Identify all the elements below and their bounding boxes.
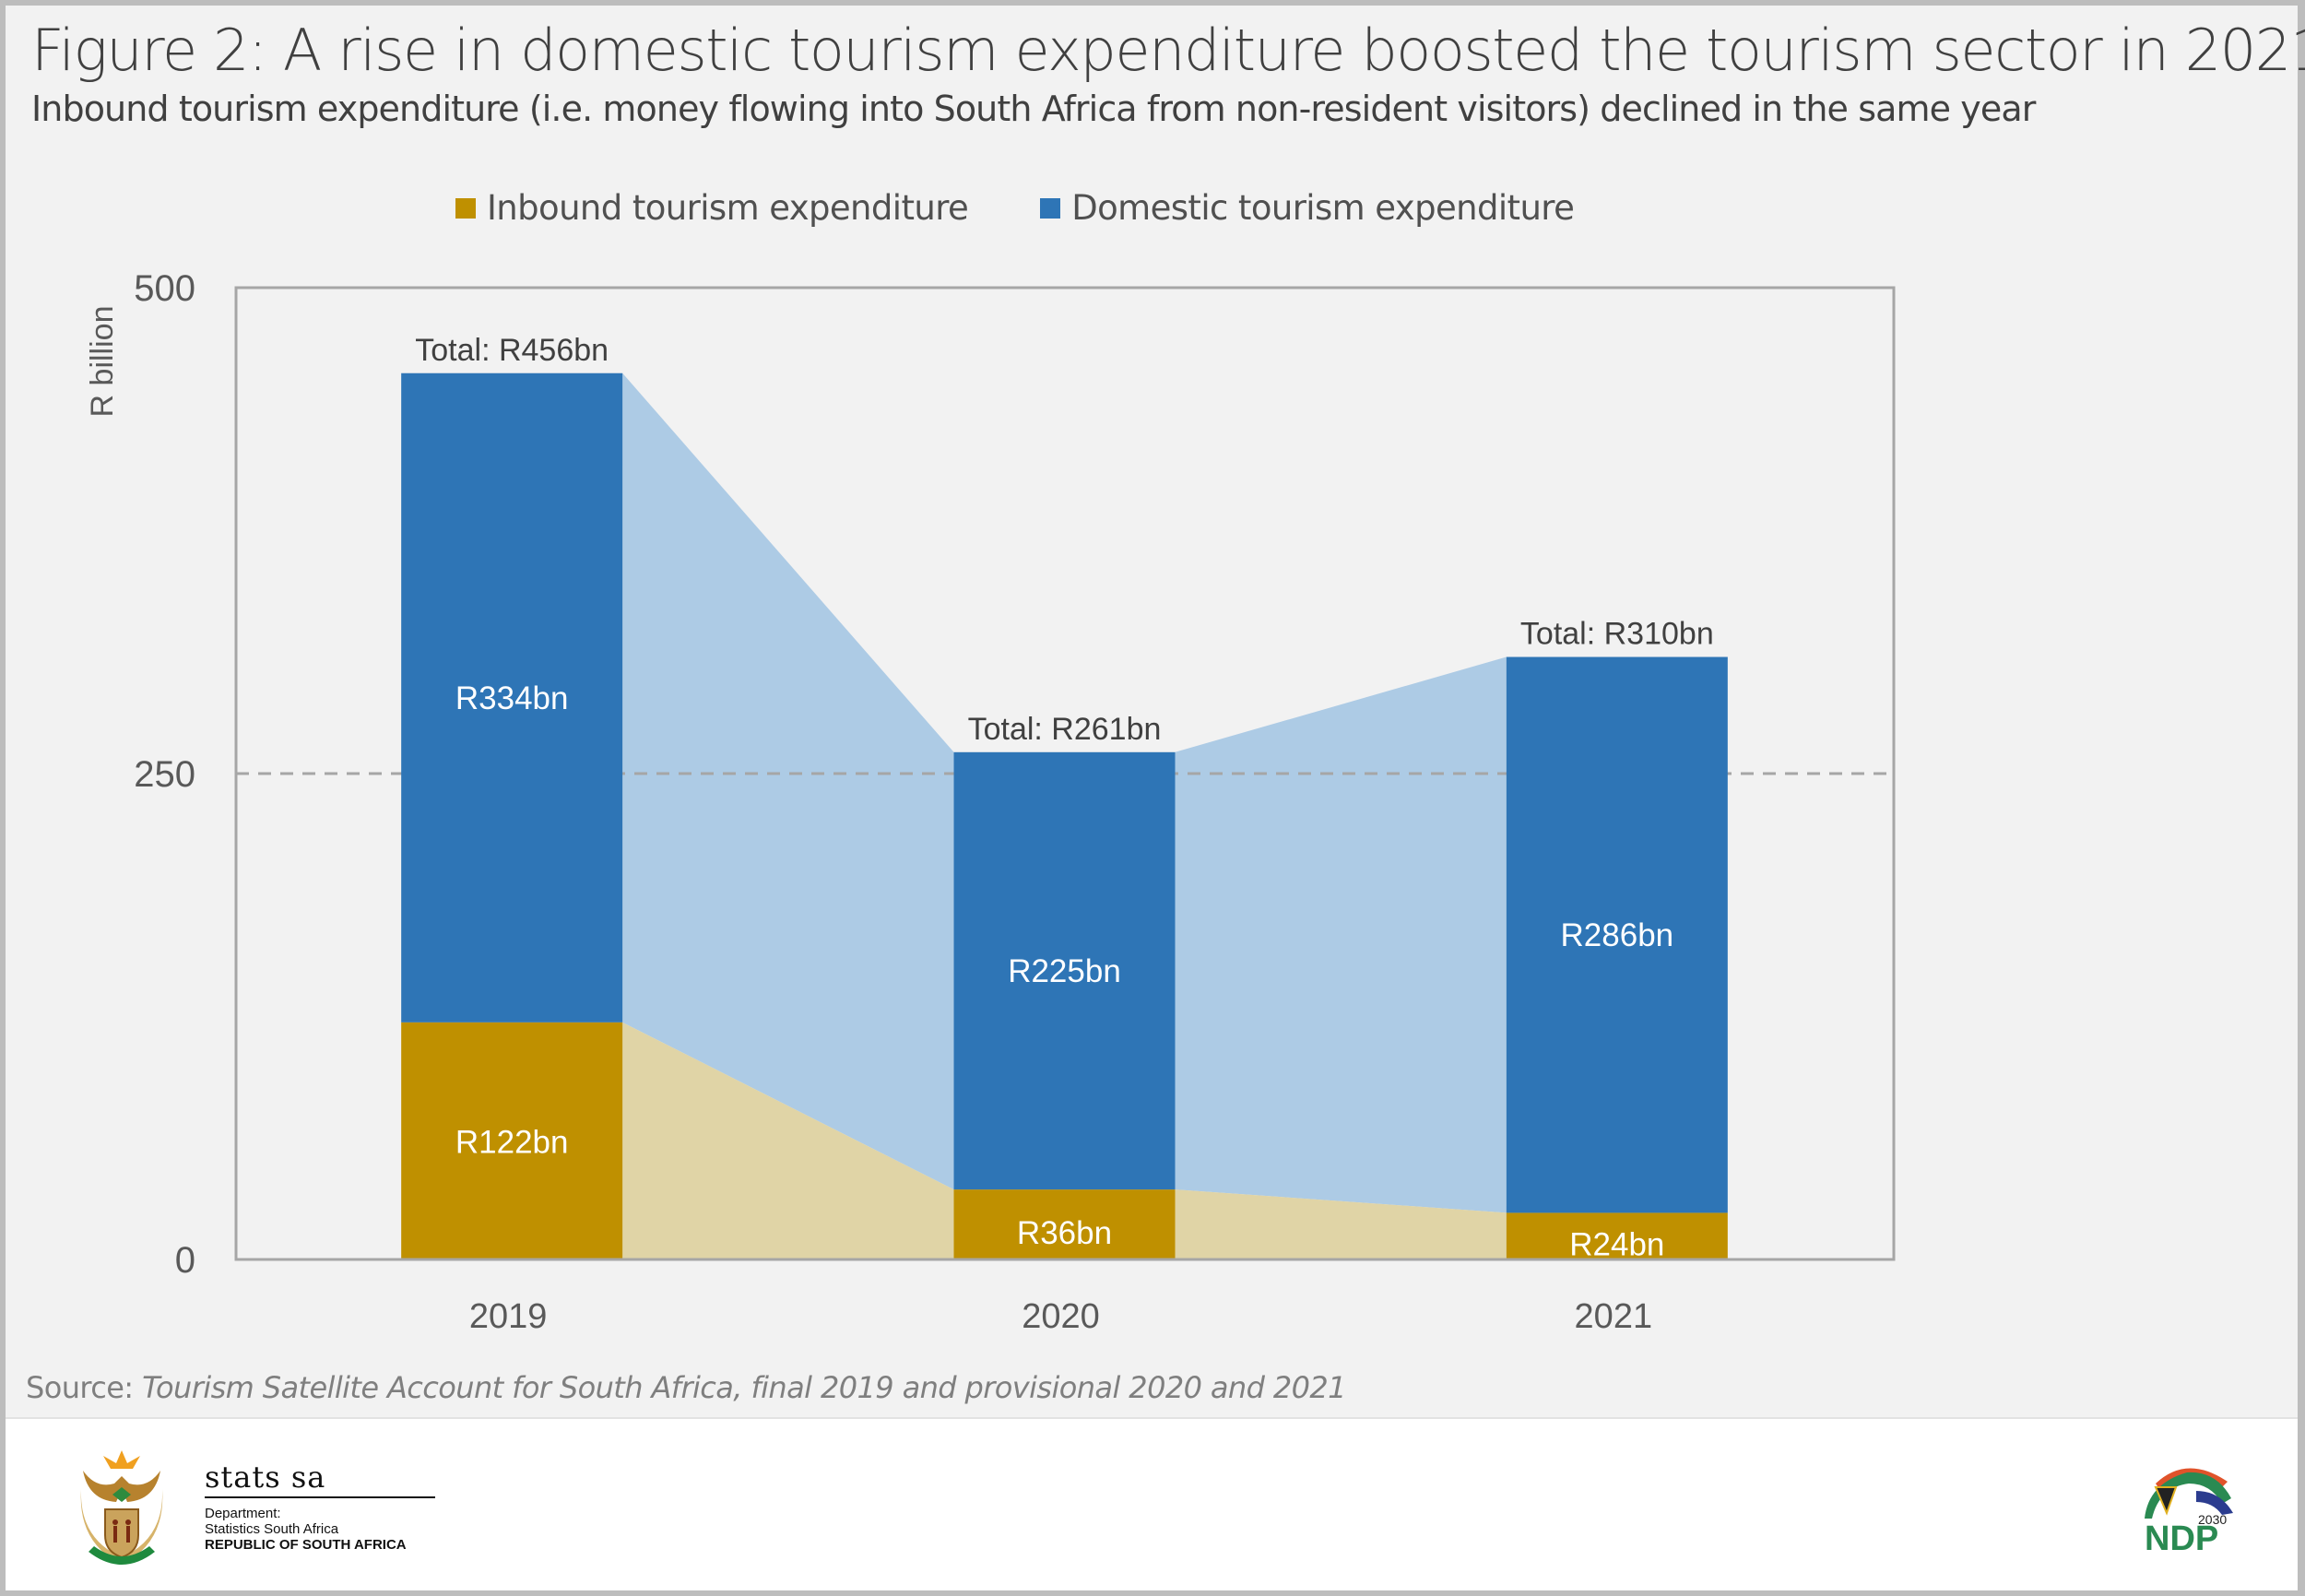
connector-inbound-2019-2020 bbox=[622, 1022, 954, 1259]
chart-title: Figure 2: A rise in domestic tourism exp… bbox=[31, 17, 2305, 84]
data-label-inbound-2021: R24bn bbox=[1569, 1227, 1664, 1263]
statssa-name: stats sa bbox=[205, 1460, 435, 1498]
bar-inbound-2019 bbox=[401, 1022, 623, 1259]
legend: Inbound tourism expenditure Domestic tou… bbox=[455, 188, 1646, 228]
statssa-logo: stats sa Department: Statistics South Af… bbox=[76, 1443, 435, 1572]
ndp-year: 2030 bbox=[2198, 1512, 2227, 1527]
connector-domestic-2020-2021 bbox=[1175, 656, 1507, 1213]
dept-name: Statistics South Africa bbox=[205, 1521, 339, 1537]
bar-inbound-2021 bbox=[1506, 1212, 1728, 1259]
data-label-domestic-2021: R286bn bbox=[1561, 917, 1674, 953]
ndp-2030-logo-icon: 2030 NDP bbox=[2145, 1468, 2233, 1557]
legend-label-domestic: Domestic tourism expenditure bbox=[1071, 188, 1575, 228]
ndp-text: NDP bbox=[2145, 1519, 2218, 1557]
statssa-text-block: stats sa Department: Statistics South Af… bbox=[205, 1460, 435, 1553]
total-label-2021: Total: R310bn bbox=[1520, 617, 1714, 652]
total-label-2019: Total: R456bn bbox=[415, 333, 609, 368]
data-label-inbound-2020: R36bn bbox=[1017, 1215, 1112, 1251]
y-tick-label-500: 500 bbox=[134, 268, 195, 309]
y-axis-label: R billion bbox=[85, 306, 120, 418]
connector-inbound-2020-2021 bbox=[1175, 1189, 1507, 1259]
source-note: Source: Tourism Satellite Account for So… bbox=[26, 1370, 1347, 1405]
connector-domestic-2019-2020 bbox=[622, 372, 954, 1190]
source-prefix: Source: bbox=[26, 1370, 143, 1405]
footer: stats sa Department: Statistics South Af… bbox=[6, 1417, 2298, 1590]
source-text: Tourism Satellite Account for South Afri… bbox=[142, 1370, 1346, 1405]
bar-domestic-2019 bbox=[401, 372, 623, 1023]
y-tick-label-250: 250 bbox=[134, 754, 195, 795]
data-label-inbound-2019: R122bn bbox=[455, 1124, 569, 1160]
dept-label: Department: bbox=[205, 1506, 281, 1521]
legend-item-domestic: Domestic tourism expenditure bbox=[1040, 188, 1575, 228]
country-name: REPUBLIC OF SOUTH AFRICA bbox=[205, 1537, 407, 1553]
bar-inbound-2020 bbox=[953, 1189, 1176, 1259]
x-tick-label-2020: 2020 bbox=[1022, 1297, 1100, 1336]
y-tick-label-0: 0 bbox=[175, 1240, 195, 1281]
legend-swatch-inbound bbox=[455, 197, 476, 219]
legend-swatch-domestic bbox=[1040, 197, 1061, 219]
data-label-domestic-2020: R225bn bbox=[1008, 953, 1121, 989]
bar-domestic-2020 bbox=[953, 751, 1176, 1190]
bar-domestic-2021 bbox=[1506, 656, 1728, 1213]
legend-label-inbound: Inbound tourism expenditure bbox=[487, 188, 969, 228]
chart-subtitle: Inbound tourism expenditure (i.e. money … bbox=[31, 89, 2036, 129]
coat-of-arms-icon bbox=[80, 1450, 163, 1565]
data-label-domestic-2019: R334bn bbox=[455, 680, 569, 716]
x-tick-label-2019: 2019 bbox=[469, 1297, 548, 1336]
legend-item-inbound: Inbound tourism expenditure bbox=[455, 188, 969, 228]
total-label-2020: Total: R261bn bbox=[968, 712, 1162, 747]
x-tick-label-2021: 2021 bbox=[1575, 1297, 1653, 1336]
